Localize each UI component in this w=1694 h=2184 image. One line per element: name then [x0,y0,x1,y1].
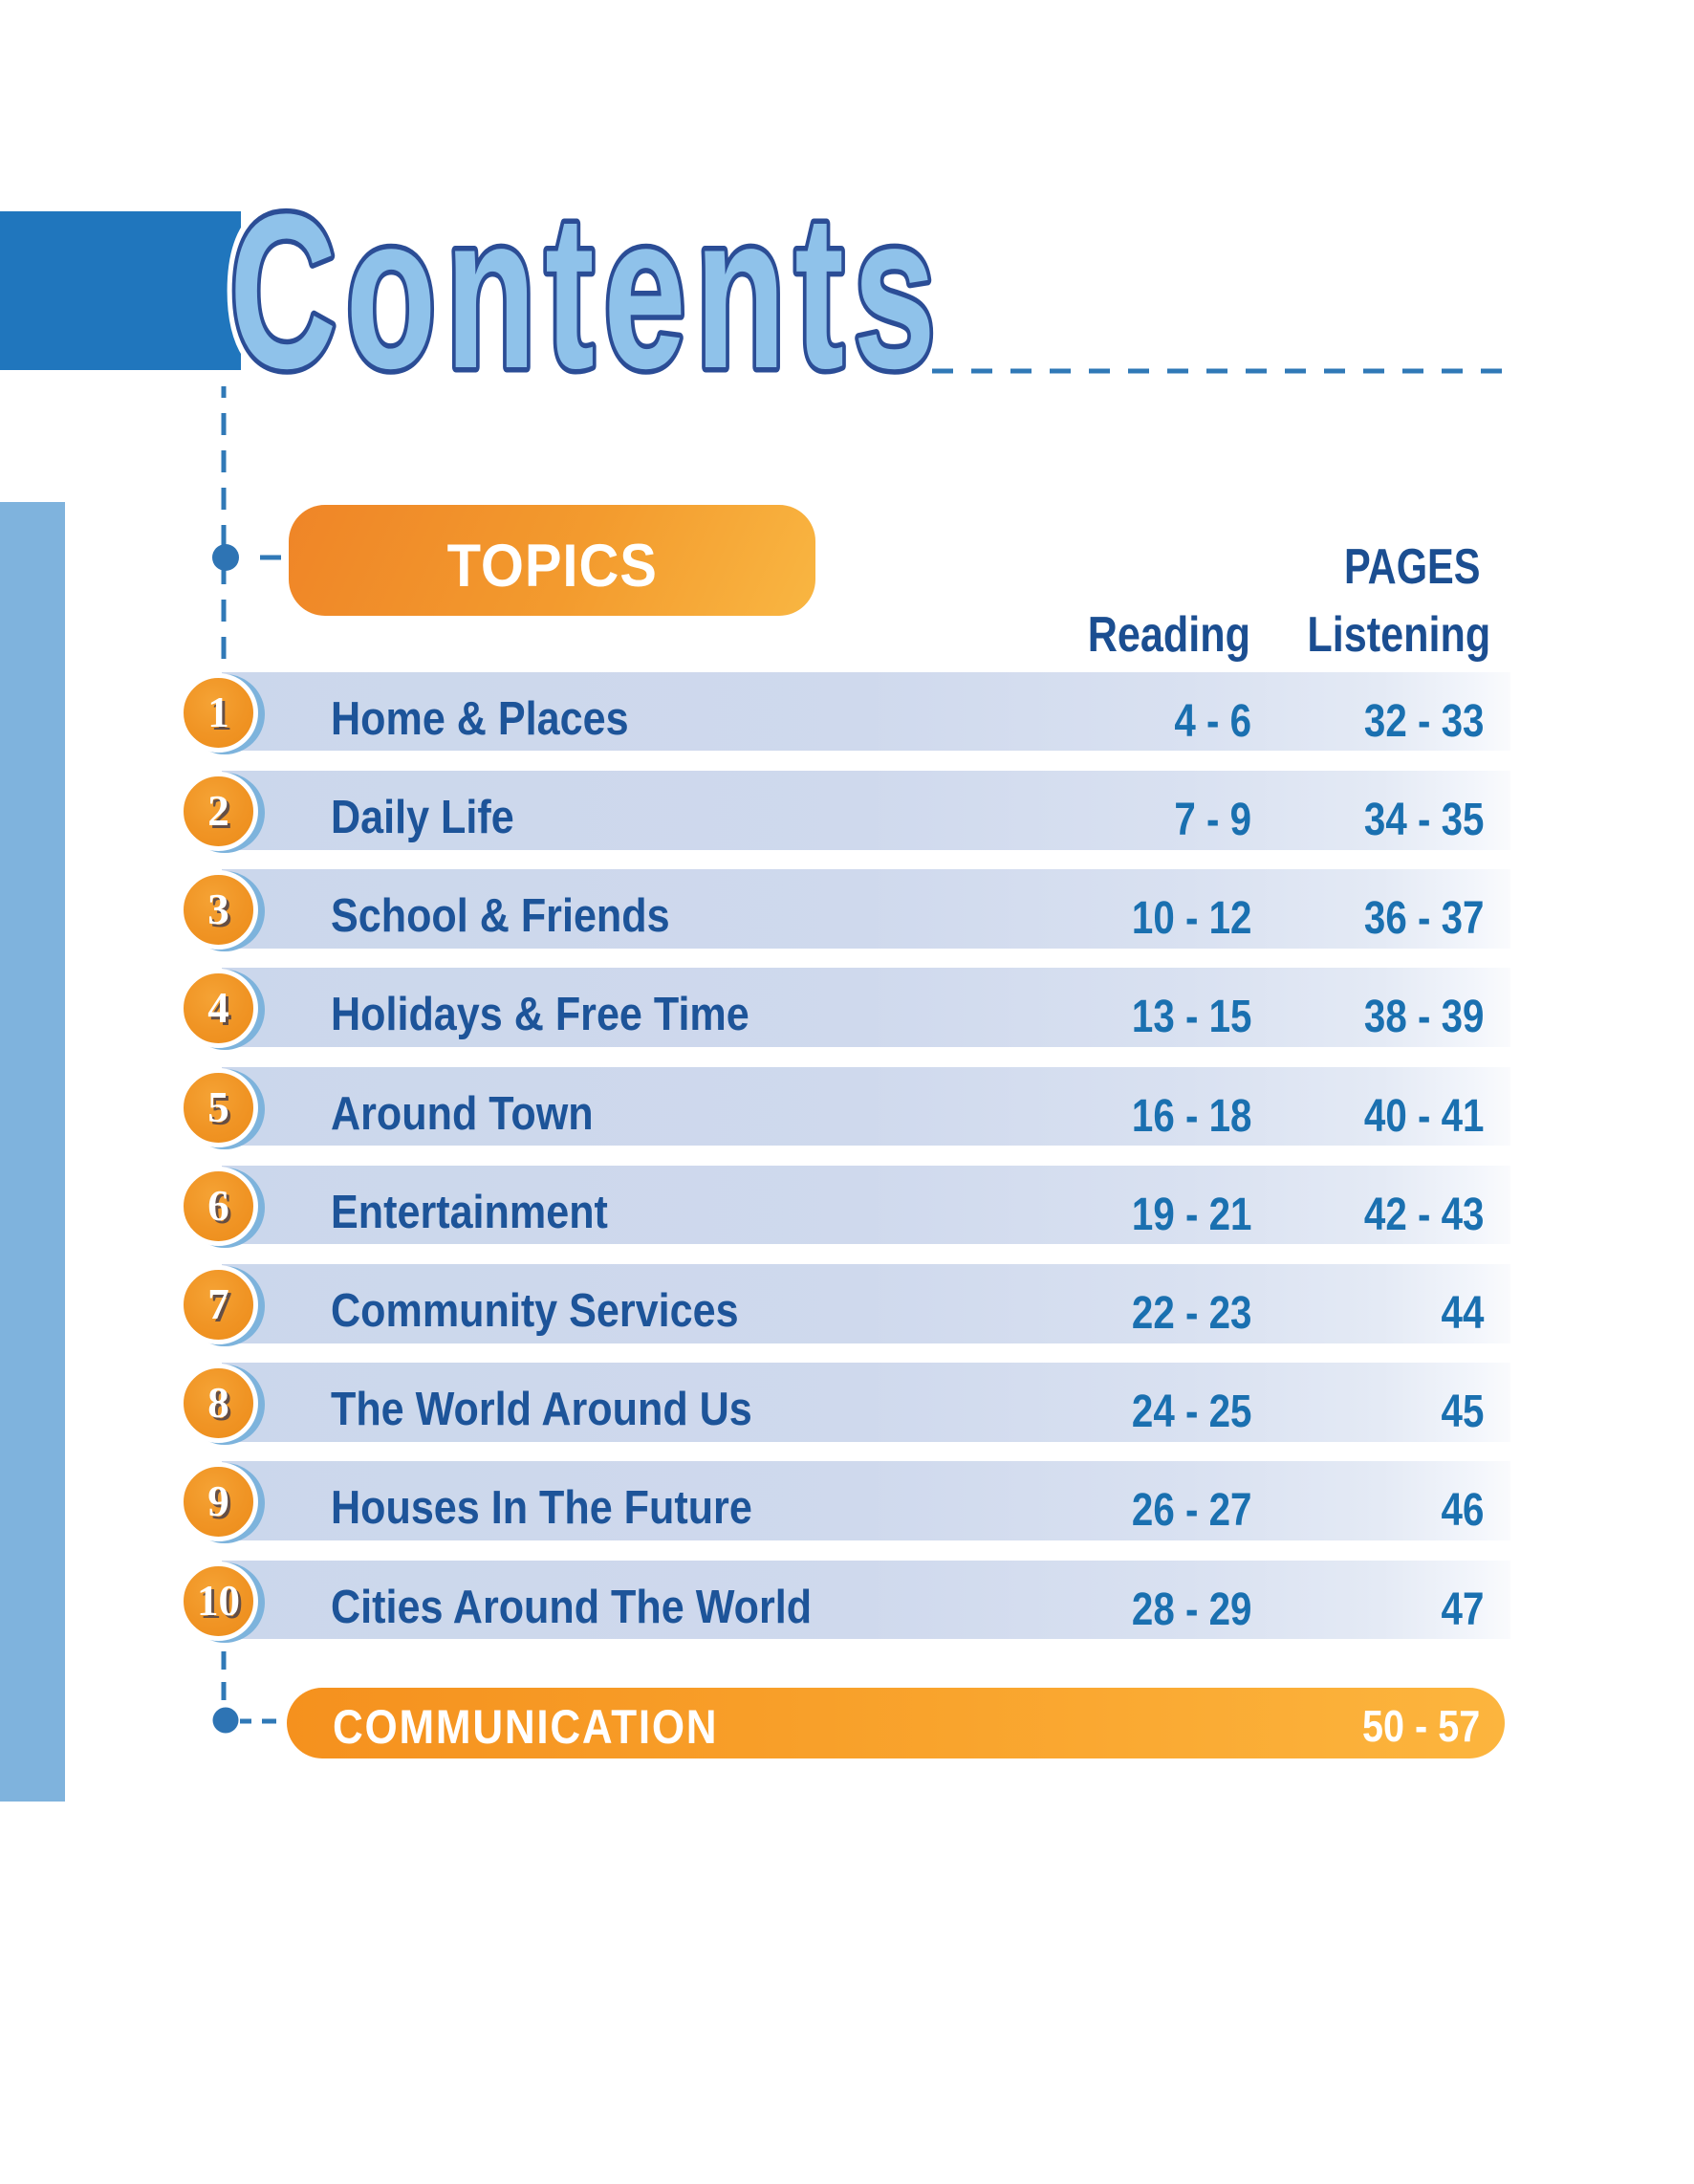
svg-text:Contents: Contents [229,167,945,414]
svg-text:Contents: Contents [229,167,945,414]
